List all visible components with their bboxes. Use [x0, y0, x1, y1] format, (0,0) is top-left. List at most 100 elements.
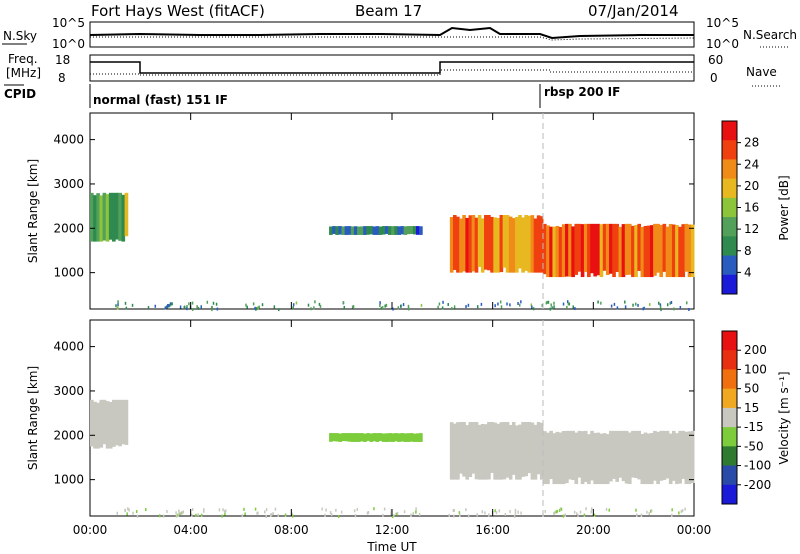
echo-cell: [627, 223, 632, 275]
scatter-point: [115, 304, 117, 308]
echo-cell: [409, 433, 414, 442]
scatter-point: [390, 512, 392, 516]
scatter-point: [218, 508, 221, 512]
scatter-point: [679, 306, 682, 310]
echo-cell: [459, 421, 463, 474]
echo-cell: [400, 433, 405, 442]
scatter-point: [498, 509, 501, 513]
colorbar-swatch: [722, 140, 737, 160]
echo-cell: [118, 399, 122, 447]
scatter-point: [188, 302, 190, 306]
echo-cell: [690, 430, 695, 483]
echo-cell: [662, 430, 667, 480]
echo-cell: [577, 430, 582, 478]
x-tick-label: 00:00: [73, 523, 108, 537]
scatter-point: [494, 509, 496, 513]
scatter-point: [337, 515, 340, 519]
scatter-point: [270, 513, 273, 517]
echo-cell: [555, 431, 560, 485]
echo-cell: [624, 223, 629, 275]
echo-cell: [612, 430, 616, 479]
echo-cell: [93, 401, 97, 449]
echo-cell: [487, 421, 491, 480]
echo-cell: [618, 226, 623, 278]
echo-cell: [403, 226, 408, 235]
echo-cell: [515, 425, 519, 480]
scatter-point: [624, 300, 626, 304]
x-tick-label: 12:00: [375, 523, 410, 537]
echo-cell: [406, 226, 411, 235]
echo-cell: [668, 223, 673, 278]
echo-cell: [511, 218, 516, 273]
scatter-point: [671, 508, 673, 512]
scatter-point: [685, 301, 688, 305]
cpid-label: CPID: [4, 87, 36, 101]
beam-label: Beam 17: [355, 2, 422, 20]
scatter-point: [688, 308, 690, 311]
echo-cell: [530, 422, 535, 480]
power-colorbar: 28 24 20 16 12 8 4 Power [dB]: [721, 120, 791, 295]
echo-cell: [400, 226, 405, 235]
scatter-point: [216, 307, 219, 311]
scatter-point: [384, 304, 386, 308]
scatter-point: [514, 508, 517, 512]
echo-cell: [518, 424, 522, 480]
colorbar-swatch: [722, 236, 737, 257]
scatter-point: [600, 301, 602, 305]
echo-cell: [397, 433, 401, 442]
scatter-point: [164, 306, 167, 310]
scatter-point: [211, 308, 213, 312]
scatter-point: [453, 305, 456, 309]
echo-cell: [124, 192, 129, 237]
scatter-point: [448, 513, 450, 517]
echo-cell: [565, 430, 569, 484]
echo-cell: [599, 224, 604, 278]
echo-cell: [637, 430, 642, 480]
scatter-point: [476, 305, 479, 309]
scatter-point: [124, 301, 127, 305]
scatter-point: [506, 302, 508, 306]
echo-cell: [338, 433, 342, 442]
echo-cell: [415, 226, 420, 235]
echo-cell: [596, 432, 601, 485]
scatter-point: [420, 303, 423, 307]
echo-cell: [465, 425, 470, 480]
scatter-point: [221, 514, 223, 518]
echo-cell: [671, 430, 676, 481]
scatter-point: [447, 302, 449, 306]
echo-cell: [452, 214, 457, 270]
scatter-point: [646, 510, 648, 514]
echo-cell: [627, 432, 632, 485]
echo-cell: [449, 422, 454, 480]
echo-cell: [656, 223, 660, 273]
echo-cell: [502, 214, 507, 268]
scatter-point: [325, 508, 327, 512]
echo-cell: [112, 192, 116, 242]
echo-region: [329, 226, 423, 235]
y-tick-label: 1000: [53, 266, 84, 280]
scatter-point: [318, 302, 321, 306]
echo-cell: [477, 424, 482, 480]
echo-cell: [546, 432, 550, 485]
scatter-point: [223, 509, 226, 513]
scatter-point: [418, 512, 421, 516]
scatter-point: [562, 514, 565, 518]
scatter-point: [666, 303, 669, 307]
echo-cell: [484, 214, 488, 270]
scatter-point: [605, 507, 608, 511]
echo-cell: [555, 225, 560, 278]
scatter-point: [637, 303, 639, 307]
nsky-label: N.Sky: [3, 29, 37, 43]
scatter-point: [291, 512, 293, 516]
scatter-point: [191, 301, 194, 305]
scatter-point: [574, 307, 576, 311]
scatter-point: [550, 303, 552, 307]
echo-cell: [583, 430, 588, 482]
velocity-echoes: [90, 399, 695, 519]
echo-cell: [353, 226, 358, 235]
scatter-point: [329, 511, 332, 515]
scatter-point: [553, 511, 555, 515]
echo-cell: [493, 217, 497, 273]
echo-cell: [656, 431, 660, 485]
scatter-point: [635, 508, 637, 512]
